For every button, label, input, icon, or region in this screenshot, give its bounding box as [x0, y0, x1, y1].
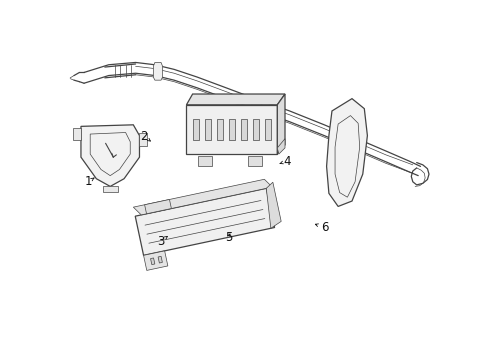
Polygon shape [253, 119, 259, 140]
Polygon shape [480, 132, 490, 204]
Polygon shape [486, 123, 490, 135]
Ellipse shape [345, 146, 353, 156]
Polygon shape [187, 94, 285, 105]
Polygon shape [144, 251, 168, 270]
Polygon shape [81, 125, 140, 186]
Polygon shape [277, 94, 285, 154]
Polygon shape [277, 139, 285, 154]
Polygon shape [265, 119, 271, 140]
Polygon shape [241, 119, 247, 140]
Polygon shape [198, 156, 212, 166]
Polygon shape [252, 97, 261, 114]
Polygon shape [102, 186, 118, 192]
Text: 5: 5 [225, 231, 232, 244]
Polygon shape [74, 128, 81, 140]
Text: 4: 4 [283, 154, 291, 167]
Polygon shape [327, 99, 368, 206]
Polygon shape [205, 119, 211, 140]
Polygon shape [145, 199, 171, 214]
Polygon shape [248, 156, 262, 166]
Polygon shape [158, 256, 162, 263]
Polygon shape [266, 182, 281, 228]
Polygon shape [229, 119, 235, 140]
Text: 6: 6 [321, 221, 328, 234]
Polygon shape [140, 132, 147, 145]
Polygon shape [187, 105, 277, 154]
Polygon shape [150, 258, 155, 265]
Polygon shape [135, 188, 274, 255]
Ellipse shape [345, 165, 353, 176]
Polygon shape [482, 202, 490, 214]
Polygon shape [153, 62, 163, 80]
Polygon shape [133, 179, 272, 215]
Polygon shape [193, 119, 199, 140]
Polygon shape [217, 119, 223, 140]
Text: 1: 1 [84, 175, 92, 188]
Text: 2: 2 [140, 130, 147, 143]
Text: 3: 3 [157, 235, 164, 248]
